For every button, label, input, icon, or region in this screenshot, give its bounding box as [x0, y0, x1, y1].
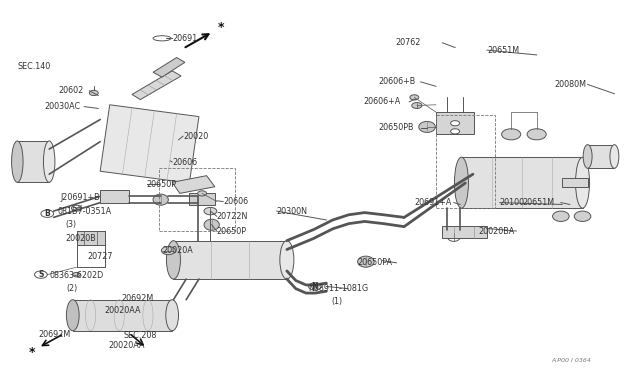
Ellipse shape	[358, 256, 374, 267]
Bar	[159, 168, 235, 231]
Text: 20606: 20606	[223, 197, 248, 206]
Polygon shape	[461, 157, 582, 208]
Ellipse shape	[574, 211, 591, 221]
Ellipse shape	[44, 141, 55, 182]
Ellipse shape	[583, 145, 592, 168]
Text: N: N	[312, 282, 318, 291]
Ellipse shape	[454, 157, 468, 208]
Text: 20722N: 20722N	[217, 212, 248, 221]
Polygon shape	[100, 105, 199, 183]
Polygon shape	[17, 141, 49, 182]
Polygon shape	[436, 112, 474, 134]
Text: 20650PB: 20650PB	[379, 123, 414, 132]
Polygon shape	[442, 226, 487, 238]
Text: (2): (2)	[67, 284, 77, 293]
Text: 20602: 20602	[59, 86, 84, 95]
Ellipse shape	[41, 210, 54, 217]
Text: B: B	[44, 209, 50, 218]
Text: 20650P: 20650P	[217, 227, 247, 235]
Ellipse shape	[204, 208, 217, 215]
Ellipse shape	[502, 129, 521, 140]
Text: *: *	[218, 21, 225, 34]
Ellipse shape	[527, 129, 546, 140]
Text: 20650PA: 20650PA	[357, 258, 392, 267]
Polygon shape	[588, 145, 614, 168]
Ellipse shape	[35, 271, 47, 278]
Text: 20606: 20606	[172, 157, 197, 167]
Polygon shape	[189, 193, 215, 205]
Text: 20692M: 20692M	[121, 294, 154, 303]
Ellipse shape	[575, 157, 589, 208]
Text: 20691+A: 20691+A	[414, 198, 452, 207]
Ellipse shape	[12, 141, 23, 182]
Ellipse shape	[198, 191, 207, 196]
Text: *: *	[29, 346, 35, 359]
Text: 20727: 20727	[88, 252, 113, 262]
Ellipse shape	[280, 241, 294, 279]
Ellipse shape	[451, 129, 460, 134]
Text: SEC.208: SEC.208	[124, 331, 157, 340]
Text: 20606+A: 20606+A	[364, 97, 401, 106]
Text: (3): (3)	[65, 220, 76, 229]
Ellipse shape	[419, 121, 435, 132]
Text: 20080M: 20080M	[554, 80, 586, 89]
Text: 08363-6202D: 08363-6202D	[49, 271, 104, 280]
Text: 20300N: 20300N	[276, 206, 308, 216]
Text: 20692M: 20692M	[38, 330, 70, 339]
Polygon shape	[100, 190, 129, 203]
Text: 20020B: 20020B	[65, 234, 96, 243]
Text: 20020AA: 20020AA	[104, 306, 141, 315]
Ellipse shape	[412, 103, 422, 109]
Ellipse shape	[308, 283, 321, 290]
Polygon shape	[173, 241, 287, 279]
Text: 20100: 20100	[500, 198, 525, 207]
Polygon shape	[73, 300, 172, 331]
Text: S: S	[38, 270, 44, 279]
Text: 20762: 20762	[395, 38, 420, 47]
Ellipse shape	[204, 219, 220, 230]
Ellipse shape	[72, 205, 82, 211]
Polygon shape	[153, 58, 185, 77]
Text: A P00 I 0364: A P00 I 0364	[552, 358, 591, 363]
Text: 20650P: 20650P	[147, 180, 177, 189]
Ellipse shape	[451, 121, 460, 126]
Polygon shape	[562, 178, 588, 187]
Text: 20606+B: 20606+B	[379, 77, 416, 86]
Ellipse shape	[161, 247, 175, 255]
Text: 20030AC: 20030AC	[45, 102, 81, 111]
Polygon shape	[172, 176, 215, 193]
Ellipse shape	[67, 300, 79, 331]
Text: 20651M: 20651M	[523, 198, 555, 207]
Ellipse shape	[410, 95, 419, 100]
Text: 20020A: 20020A	[162, 246, 193, 255]
Text: 081B7-0351A: 081B7-0351A	[58, 207, 111, 217]
Text: 20691: 20691	[172, 34, 197, 43]
Text: J20691+B: J20691+B	[60, 193, 100, 202]
Text: 20020: 20020	[183, 132, 208, 141]
Ellipse shape	[166, 300, 179, 331]
Text: 20020BA: 20020BA	[478, 227, 515, 235]
Text: SEC.140: SEC.140	[17, 61, 51, 71]
Polygon shape	[77, 231, 104, 245]
Bar	[436, 115, 495, 208]
Text: 20651M: 20651M	[487, 46, 519, 55]
Ellipse shape	[610, 145, 619, 168]
Text: 20020AA: 20020AA	[108, 341, 145, 350]
Polygon shape	[132, 71, 181, 100]
Ellipse shape	[90, 90, 99, 96]
Text: (1): (1)	[332, 297, 342, 306]
Ellipse shape	[166, 241, 180, 279]
Ellipse shape	[552, 211, 569, 221]
Text: N08911-1081G: N08911-1081G	[308, 284, 369, 293]
Ellipse shape	[153, 194, 168, 205]
Ellipse shape	[73, 272, 81, 277]
